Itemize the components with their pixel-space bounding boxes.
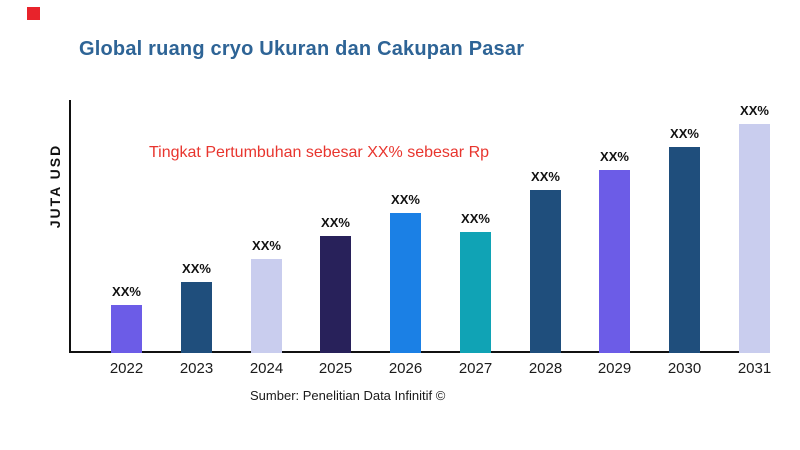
bar-2026 <box>390 213 421 353</box>
bar-2031 <box>739 124 770 353</box>
x-tick-label-2031: 2031 <box>737 360 772 377</box>
bar-2023 <box>181 282 212 353</box>
bar-value-label-2029: XX% <box>600 149 629 164</box>
bar-value-label-2023: XX% <box>182 261 211 276</box>
chart-title: Global ruang cryo Ukuran dan Cakupan Pas… <box>79 38 525 60</box>
source-note: Sumber: Penelitian Data Infinitif © <box>250 388 446 403</box>
bar-value-label-2024: XX% <box>252 238 281 253</box>
bar-2022 <box>111 305 142 353</box>
bar-2027 <box>460 232 491 353</box>
bar-value-label-2031: XX% <box>740 103 769 118</box>
bar-value-label-2025: XX% <box>321 215 350 230</box>
x-tick-label-2026: 2026 <box>388 360 423 377</box>
bar-2030 <box>669 147 700 353</box>
bar-2024 <box>251 259 282 353</box>
brand-mark <box>27 7 40 20</box>
bar-2029 <box>599 170 630 353</box>
bar-value-label-2027: XX% <box>461 211 490 226</box>
x-tick-label-2024: 2024 <box>249 360 284 377</box>
bar-value-label-2030: XX% <box>670 126 699 141</box>
bar-2025 <box>320 236 351 353</box>
x-tick-label-2029: 2029 <box>597 360 632 377</box>
growth-rate-annotation: Tingkat Pertumbuhan sebesar XX% sebesar … <box>149 144 490 161</box>
x-tick-label-2022: 2022 <box>109 360 144 377</box>
bar-value-label-2026: XX% <box>391 192 420 207</box>
y-axis-line <box>69 100 71 353</box>
x-tick-label-2027: 2027 <box>458 360 493 377</box>
x-tick-label-2028: 2028 <box>528 360 563 377</box>
bar-value-label-2022: XX% <box>112 284 141 299</box>
x-tick-label-2023: 2023 <box>179 360 214 377</box>
bar-value-label-2028: XX% <box>531 169 560 184</box>
bar-2028 <box>530 190 561 353</box>
x-tick-label-2030: 2030 <box>667 360 702 377</box>
x-tick-label-2025: 2025 <box>318 360 353 377</box>
